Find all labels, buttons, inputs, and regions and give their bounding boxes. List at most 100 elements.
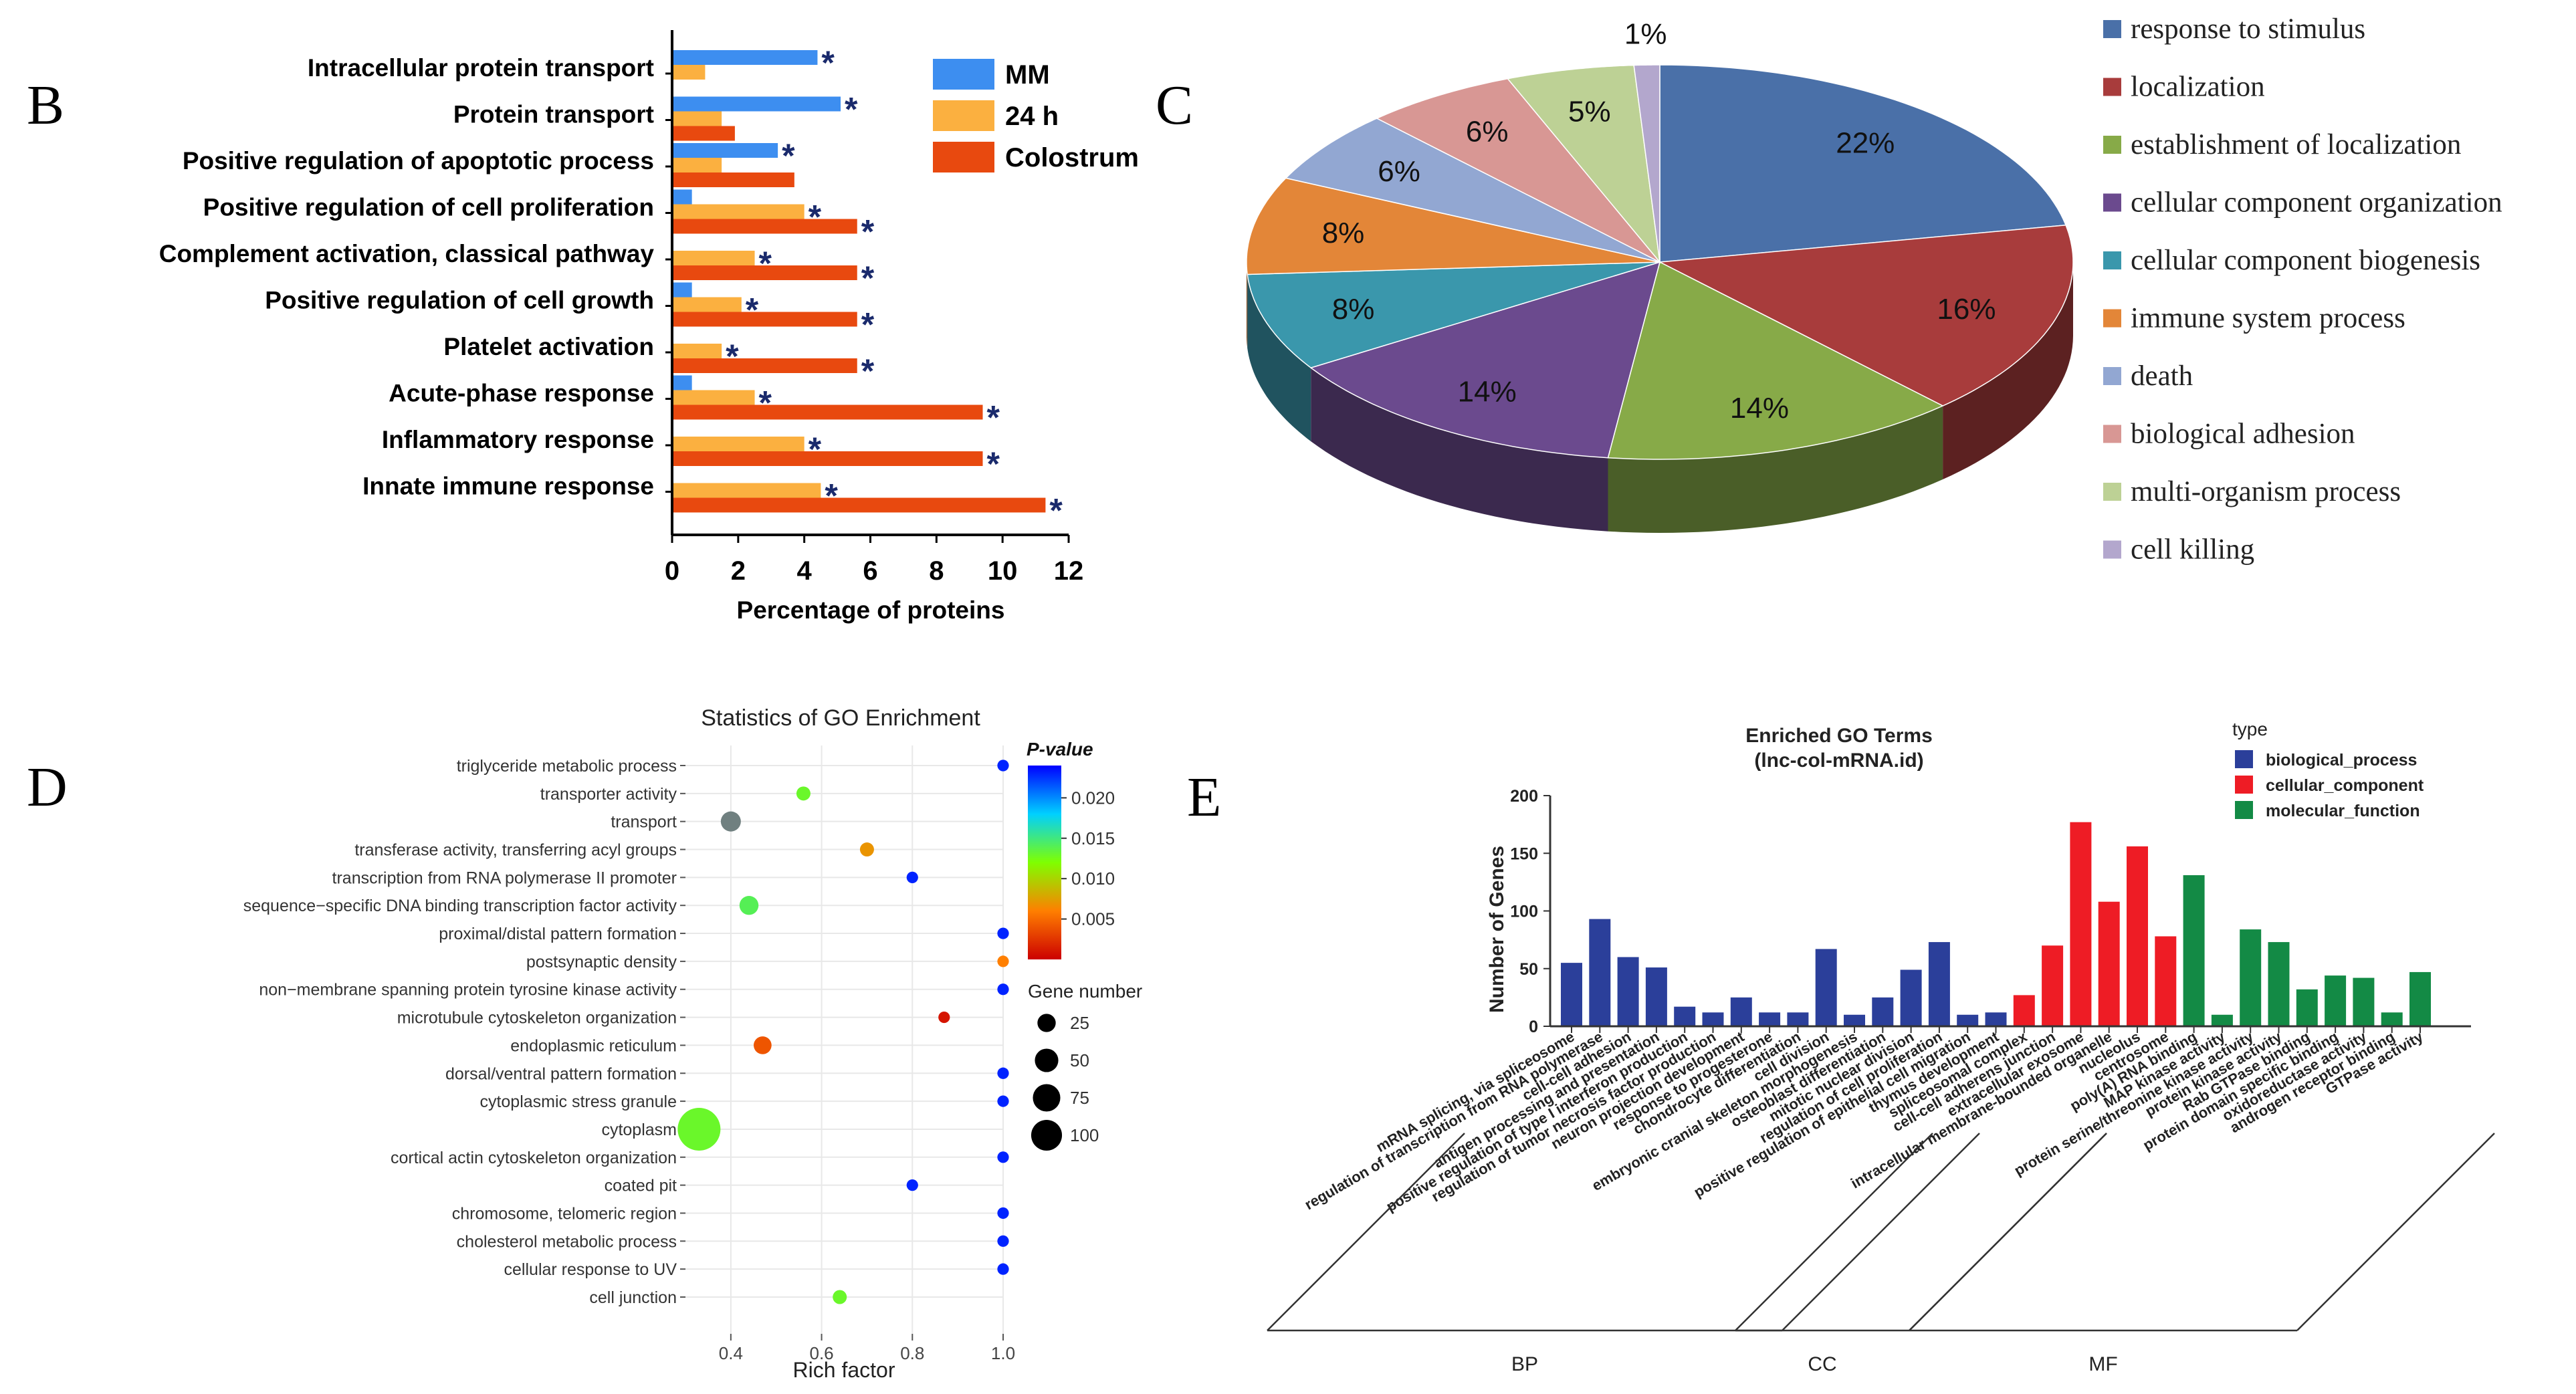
panel-d-colorbar-tick-label: 0.005 — [1071, 909, 1115, 929]
panel-b-bar — [672, 498, 1045, 513]
panel-b-bar — [672, 190, 692, 205]
panel-b-significance-star: * — [759, 245, 772, 282]
panel-d-x-tick-label: 1.0 — [991, 1343, 1015, 1363]
panel-c-percent-label: 22% — [1836, 127, 1895, 160]
panel-c-legend-label: biological adhesion — [2131, 419, 2355, 450]
panel-d-size-legend-label: 100 — [1070, 1125, 1099, 1145]
panel-d-size-legend-circle — [1035, 1048, 1058, 1072]
panel-d-size-legend-label: 50 — [1070, 1050, 1089, 1070]
panel-c-legend-label: immune system process — [2131, 303, 2405, 334]
panel-d-term-label: cytoplasmic stress granule — [479, 1092, 677, 1111]
panel-b-category-label: Platelet activation — [443, 333, 654, 360]
panel-d-term-label: transport — [611, 813, 677, 832]
panel-d-point — [997, 1068, 1008, 1079]
panel-c-legend-swatch — [2103, 310, 2121, 328]
panel-b-significance-star: * — [861, 259, 875, 297]
panel-e-bar — [2409, 972, 2431, 1026]
panel-d-term-label: cholesterol metabolic process — [457, 1232, 677, 1251]
panel-e-y-tick-label: 50 — [1519, 960, 1538, 979]
panel-d-point — [907, 872, 918, 883]
panel-d-x-axis-label: Rich factor — [793, 1358, 895, 1382]
panel-e-bar — [2099, 902, 2120, 1026]
panel-e-legend-swatch — [2235, 776, 2253, 794]
panel-e-legend-swatch — [2235, 750, 2253, 768]
panel-c-percent-label: 14% — [1458, 375, 1517, 408]
panel-d-size-legend-circle — [1037, 1014, 1055, 1032]
panel-e-bar — [2127, 846, 2148, 1026]
panel-d-term-label: transferase activity, transferring acyl … — [354, 841, 677, 860]
panel-b-legend-label: MM — [1005, 60, 1050, 90]
panel-d-point — [997, 927, 1008, 939]
panel-e-bar — [1816, 949, 1837, 1026]
panel-d-term-label: cell junction — [589, 1288, 677, 1307]
panel-d-point — [997, 983, 1008, 995]
panel-c-legend-label: cellular component organization — [2131, 187, 2502, 219]
panel-e-subtitle: (lnc-col-mRNA.id) — [1754, 749, 1923, 772]
panel-letter-b: B — [27, 74, 64, 136]
panel-b-category-label: Complement activation, classical pathway — [159, 240, 655, 267]
panel-b-significance-star: * — [845, 91, 858, 128]
panel-c-legend-label: death — [2131, 360, 2193, 392]
panel-e-bar — [2183, 875, 2205, 1026]
panel-e-bar — [2381, 1012, 2403, 1026]
panel-c-legend-label: cell killing — [2131, 534, 2254, 566]
panel-b-category-label: Positive regulation of cell proliferatio… — [203, 194, 654, 221]
panel-b-category-label: Intracellular protein transport — [308, 54, 654, 82]
panel-letter-e: E — [1187, 766, 1221, 828]
panel-e-bar — [2212, 1015, 2233, 1026]
panel-c-legend-swatch — [2103, 367, 2121, 385]
panel-d-term-label: transporter activity — [540, 785, 677, 804]
panel-b-bar — [672, 298, 742, 312]
panel-e-bar — [1674, 1007, 1695, 1026]
panel-b-significance-star: * — [987, 399, 1000, 437]
panel-e-group-label: CC — [1808, 1353, 1836, 1375]
panel-e-bar — [2042, 945, 2063, 1026]
panel-c-pie-chart: 22% 16% 14% 14% 8% 8% 6% 6% 5% 1% response to sti… — [1247, 13, 2502, 566]
panel-b-bar — [672, 451, 983, 466]
panel-d-scatter-chart: Statistics of GO Enrichment triglyceride… — [243, 705, 1142, 1382]
panel-b-bar — [672, 112, 722, 126]
panel-b-bar — [672, 172, 794, 187]
panel-c-percent-label: 5% — [1568, 95, 1611, 128]
panel-e-bar — [1618, 957, 1639, 1027]
panel-e-title: Enriched GO Terms — [1745, 725, 1933, 747]
panel-b-x-tick-label: 12 — [1054, 556, 1084, 586]
panel-e-bar — [1561, 963, 1582, 1026]
panel-b-bar — [672, 405, 983, 420]
panel-c-percent-label: 1% — [1624, 18, 1667, 51]
panel-d-point — [997, 1151, 1008, 1163]
panel-b-x-axis-label: Percentage of proteins — [737, 596, 1005, 624]
panel-d-plot-area — [685, 745, 1003, 1334]
panel-e-y-tick-label: 200 — [1510, 787, 1538, 806]
panel-e-group-label: BP — [1511, 1353, 1538, 1375]
panel-c-legend-swatch — [2103, 425, 2121, 443]
panel-b-bar — [672, 437, 804, 451]
panel-b-bar — [672, 376, 692, 390]
panel-b-significance-star: * — [809, 431, 822, 468]
figure-canvas: B C D E **** ** ** ** ** ** ** * Intracellular … — [0, 0, 2576, 1391]
panel-e-legend-title: type — [2232, 719, 2268, 739]
panel-e-legend-swatch — [2235, 801, 2253, 819]
panel-b-x-tick-label: 8 — [929, 556, 944, 586]
panel-b-x-tick-label: 10 — [988, 556, 1018, 586]
panel-d-term-label: non−membrane spanning protein tyrosine k… — [259, 981, 677, 1000]
panel-c-legend-label: response to stimulus — [2131, 13, 2365, 45]
panel-e-bar — [1703, 1012, 1724, 1026]
panel-d-point — [997, 1207, 1008, 1219]
panel-e-bar — [1901, 969, 1922, 1026]
panel-d-size-legend-label: 25 — [1070, 1013, 1089, 1033]
panel-d-point — [997, 1264, 1008, 1275]
panel-e-bar — [1957, 1015, 1978, 1026]
panel-c-percent-label: 16% — [1937, 293, 1996, 326]
panel-e-bar — [1985, 1012, 2007, 1026]
panel-d-point — [721, 812, 741, 832]
panel-b-bar — [672, 358, 857, 373]
panel-d-term-label: cortical actin cytoskeleton organization — [391, 1149, 677, 1167]
panel-b-x-tick-label: 4 — [797, 556, 813, 586]
panel-c-percent-label: 14% — [1730, 392, 1789, 425]
panel-c-legend: response to stimulus localization establis… — [2103, 13, 2502, 566]
panel-c-legend-swatch — [2103, 251, 2121, 269]
panel-d-term-label: cellular response to UV — [504, 1260, 677, 1279]
panel-d-point — [754, 1036, 772, 1054]
panel-b-bar — [672, 344, 722, 358]
